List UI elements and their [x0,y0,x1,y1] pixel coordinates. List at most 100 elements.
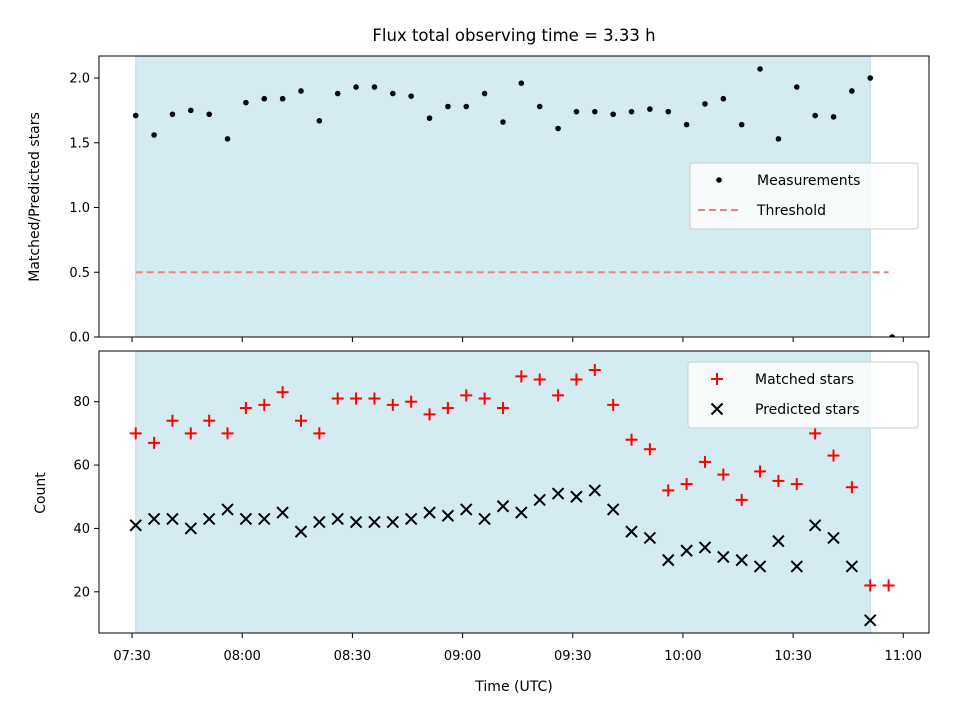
predicted-stars-point-b [606,503,620,516]
measurements-point [132,112,139,119]
predicted-stars-point-b [404,512,418,526]
matched-stars-point [882,579,895,592]
y-tick-label: 2.0 [69,72,90,87]
predicted-stars-point [460,503,473,516]
predicted-stars-point [698,541,712,554]
measurements-point [889,334,896,337]
measurements-point [867,75,874,81]
matched-stars-point [717,468,730,481]
y-tick-label: 1.5 [69,136,90,151]
matched-stars-point [625,433,638,446]
y-tick-label: 40 [73,522,90,537]
x-tick-label: 10:30 [774,649,811,664]
measurements-point [500,119,506,125]
predicted-stars-point [772,534,785,548]
measurements-point [334,90,341,97]
measurements-point [628,108,635,115]
predicted-stars-point [515,506,528,519]
predicted-stars-point [845,560,859,573]
measurements-point [720,95,727,102]
legend-matched-stars-label: Matched stars [755,372,854,388]
predicted-stars-point [533,493,546,507]
predicted-stars-point [864,614,877,627]
measurements-point [812,112,818,119]
predicted-stars-point-b [184,522,198,535]
predicted-stars-point-b [276,506,289,519]
predicted-stars-point-b [221,503,234,516]
legend-predicted-stars-swatch-b [710,402,724,416]
measurements-point [261,95,268,102]
legend-box [689,162,919,230]
predicted-stars-point [294,525,308,538]
matched-stars-point [368,392,381,405]
y-tick-label: 80 [73,395,90,410]
predicted-stars-point [753,560,767,573]
matched-stars-point [533,373,546,386]
measurements-point [279,95,286,102]
matched-stars-point [331,392,344,405]
measurements-point [463,103,470,110]
measurements-point [426,115,433,121]
predicted-stars-point-b [202,512,216,526]
matched-stars-point [294,414,307,427]
measurements-point [481,90,488,97]
predicted-stars-point [147,512,161,526]
predicted-stars-point [570,490,583,503]
measurements-point [298,88,304,94]
chart-title: Flux total observing time = 3.33 h [372,26,655,45]
x-tick-label: 11:00 [885,649,922,664]
matched-stars-point [148,436,161,449]
matched-stars-point [864,579,877,592]
measurements-point [188,107,194,114]
matched-stars-point [239,402,252,415]
predicted-stars-point-b [349,515,363,529]
measurements-point [830,114,837,120]
predicted-stars-point-b [625,525,638,538]
panel0-legend: Measurements Threshold [689,162,919,230]
predicted-stars-point [184,522,198,535]
x-tick-label: 08:00 [223,649,260,664]
matched-stars-point [460,389,473,402]
measurements-point [224,136,231,142]
predicted-stars-point-b [496,500,510,513]
matched-stars-point [184,427,197,440]
y-tick-label: 20 [73,585,90,600]
predicted-stars-point-b [368,515,381,529]
y-tick-label: 0.5 [69,266,90,281]
panel0-data [132,66,896,337]
predicted-stars-point [166,512,179,526]
measurements-point [536,103,543,110]
panel1-legend: Matched stars Predicted stars [687,361,919,429]
legend-predicted-stars-swatch [710,402,724,416]
predicted-stars-point-b [827,531,840,545]
predicted-stars-point-b [717,550,730,564]
predicted-stars-point-b [147,512,161,526]
predicted-stars-point-b [570,490,583,503]
legend-measurements-label: Measurements [757,173,860,189]
measurements-point [702,101,708,107]
predicted-stars-point-b [790,560,803,573]
bottom-panel: 20 40 60 80 07:30 08:00 08:30 09:00 09:30 10:00 10… [73,350,930,664]
matched-stars-point [515,370,528,383]
matched-stars-point [350,392,363,405]
measurements-point [151,132,157,138]
predicted-stars-point-b [258,512,271,526]
x-tick-label: 10:00 [664,649,701,664]
measurements-point [665,108,672,115]
predicted-stars-point [276,506,289,519]
predicted-stars-point [551,487,565,500]
predicted-stars-point-b [735,553,748,567]
predicted-stars-point [606,503,620,516]
predicted-stars-point-b [478,512,491,526]
measurements-point [518,80,525,86]
predicted-stars-point-b [460,503,473,516]
predicted-stars-point-b [441,509,455,522]
measurements-point [371,84,378,90]
matched-stars-point [698,455,711,468]
panel0-frame [98,55,930,338]
measurements-point [793,84,800,90]
measurements-point [445,103,451,110]
matched-stars-point [258,398,271,411]
matched-stars-point [790,478,803,491]
matched-stars-point [441,402,454,415]
